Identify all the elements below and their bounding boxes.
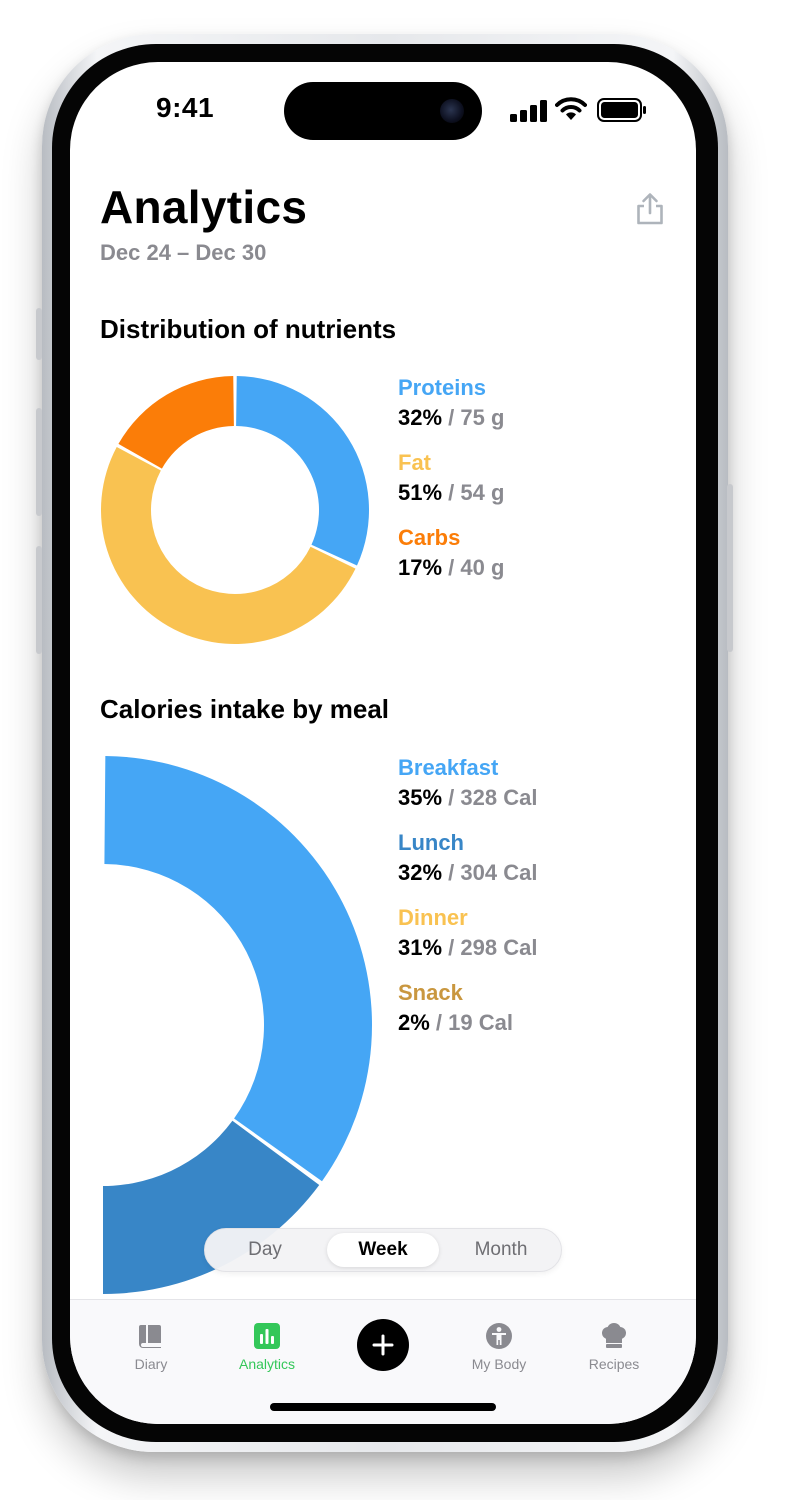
tab-diary[interactable]: Diary — [101, 1322, 201, 1372]
meals-section-title: Calories intake by meal — [100, 694, 390, 724]
legend-separator: / — [442, 480, 461, 505]
legend-separator: / — [442, 860, 461, 885]
legend-percent: 2% — [398, 1010, 430, 1035]
meals-slice-dinner — [70, 758, 81, 1152]
legend-percent: 32% — [398, 860, 443, 885]
dynamic-island — [284, 82, 482, 140]
nutrients-donut-chart — [101, 376, 369, 644]
legend-name: Carbs — [398, 525, 461, 550]
battery-icon — [597, 98, 646, 122]
legend-separator: / — [442, 555, 461, 580]
nutrients-section-title: Distribution of nutrients — [100, 314, 397, 344]
power-button — [727, 484, 733, 652]
legend-value: 2% / 19 Cal — [398, 1008, 537, 1038]
home-indicator — [270, 1403, 496, 1411]
legend-amount: 328 Cal — [460, 785, 538, 810]
period-option-week[interactable]: Week — [327, 1233, 439, 1267]
legend-percent: 31% — [398, 935, 443, 960]
bar-chart-icon — [254, 1323, 280, 1349]
legend-percent: 35% — [398, 785, 443, 810]
tab-analytics[interactable]: Analytics — [217, 1322, 317, 1372]
legend-amount: 75 g — [460, 405, 505, 430]
meals-donut-slices — [70, 756, 373, 1294]
legend-percent: 17% — [398, 555, 443, 580]
legend-amount: 304 Cal — [460, 860, 538, 885]
nutrients-slice-fat — [101, 446, 356, 644]
book-icon — [139, 1325, 161, 1348]
legend-name: Snack — [398, 980, 463, 1005]
meals-slice-snack — [72, 756, 102, 865]
meals-slice-breakfast — [104, 756, 373, 1182]
meals-donut-chart — [70, 756, 373, 1294]
legend-value: 51% / 54 g — [398, 478, 504, 508]
volume-up-button — [36, 408, 42, 516]
add-entry-button[interactable] — [357, 1319, 409, 1371]
legend-item-lunch: Lunch 32% / 304 Cal — [398, 828, 537, 903]
legend-name: Lunch — [398, 830, 464, 855]
tab-label: Analytics — [238, 1356, 296, 1372]
status-time: 9:41 — [156, 92, 215, 123]
legend-value: 32% / 75 g — [398, 403, 504, 433]
period-selector: Day Week Month — [204, 1228, 562, 1272]
period-option-month[interactable]: Month — [474, 1239, 528, 1260]
legend-item-snack: Snack 2% / 19 Cal — [398, 978, 537, 1053]
action-button — [36, 308, 42, 360]
legend-item-breakfast: Breakfast 35% / 328 Cal — [398, 753, 537, 828]
camera-icon — [440, 99, 464, 123]
legend-value: 32% / 304 Cal — [398, 858, 537, 888]
cellular-signal-icon — [510, 100, 548, 122]
legend-value: 31% / 298 Cal — [398, 933, 537, 963]
meals-slice-lunch — [103, 1120, 320, 1294]
date-range[interactable]: Dec 24 – Dec 30 — [100, 240, 267, 265]
legend-name: Dinner — [398, 905, 468, 930]
share-icon[interactable] — [634, 192, 666, 226]
tab-my-body[interactable]: My Body — [449, 1322, 549, 1372]
tab-label: Recipes — [588, 1356, 640, 1372]
nutrients-slice-carbs — [118, 376, 234, 469]
nutrients-slice-proteins — [236, 376, 369, 566]
legend-percent: 51% — [398, 480, 443, 505]
tab-label: Diary — [134, 1356, 168, 1372]
person-icon — [486, 1323, 512, 1349]
legend-amount: 40 g — [460, 555, 505, 580]
legend-item-proteins: Proteins 32% / 75 g — [398, 373, 504, 448]
legend-value: 17% / 40 g — [398, 553, 504, 583]
legend-amount: 298 Cal — [460, 935, 538, 960]
legend-name: Breakfast — [398, 755, 499, 780]
legend-separator: / — [429, 1010, 449, 1035]
legend-separator: / — [442, 935, 461, 960]
wifi-icon — [555, 97, 587, 120]
legend-item-dinner: Dinner 31% / 298 Cal — [398, 903, 537, 978]
legend-separator: / — [442, 405, 461, 430]
legend-name: Fat — [398, 450, 431, 475]
legend-item-carbs: Carbs 17% / 40 g — [398, 523, 504, 598]
tab-recipes[interactable]: Recipes — [564, 1322, 664, 1372]
legend-value: 35% / 328 Cal — [398, 783, 537, 813]
tab-label: My Body — [471, 1356, 527, 1372]
volume-down-button — [36, 546, 42, 654]
legend-separator: / — [442, 785, 461, 810]
legend-item-fat: Fat 51% / 54 g — [398, 448, 504, 523]
period-option-day[interactable]: Day — [248, 1239, 282, 1260]
legend-name: Proteins — [398, 375, 487, 400]
legend-amount: 54 g — [460, 480, 505, 505]
legend-percent: 32% — [398, 405, 443, 430]
legend-amount: 19 Cal — [448, 1010, 513, 1035]
chef-hat-icon — [602, 1323, 626, 1348]
app-screen: 9:41 Analytics Dec 24 – Dec 30 Distribut… — [70, 62, 696, 1424]
page-title: Analytics — [100, 181, 308, 233]
plus-icon — [372, 1334, 394, 1356]
nutrients-legend: Proteins 32% / 75 g Fat 51% / 54 g Carbs… — [398, 373, 504, 598]
meals-legend: Breakfast 35% / 328 Cal Lunch 32% / 304 … — [398, 753, 537, 1053]
